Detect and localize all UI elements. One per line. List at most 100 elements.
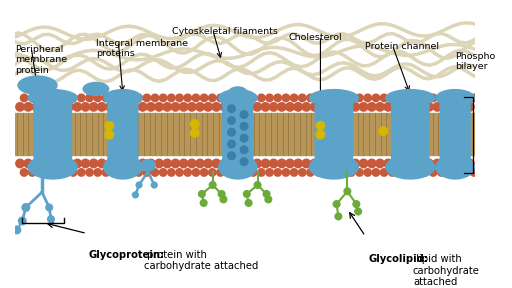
Circle shape (391, 102, 401, 112)
Circle shape (453, 168, 462, 177)
Circle shape (293, 158, 303, 168)
Circle shape (310, 158, 319, 168)
Circle shape (240, 134, 249, 143)
Circle shape (257, 93, 266, 102)
Circle shape (440, 158, 451, 168)
Circle shape (240, 110, 249, 119)
Circle shape (69, 93, 78, 102)
Text: Phospho
bilayer: Phospho bilayer (455, 52, 496, 71)
Circle shape (227, 104, 236, 113)
Circle shape (191, 93, 200, 102)
Circle shape (236, 102, 246, 112)
Circle shape (379, 93, 389, 102)
Circle shape (227, 139, 236, 149)
Circle shape (208, 181, 217, 189)
Circle shape (130, 102, 139, 112)
Circle shape (457, 158, 467, 168)
Circle shape (154, 158, 164, 168)
Circle shape (118, 168, 126, 177)
Circle shape (162, 102, 172, 112)
Ellipse shape (228, 86, 248, 99)
FancyBboxPatch shape (33, 95, 72, 166)
Circle shape (420, 168, 430, 177)
Ellipse shape (28, 89, 78, 107)
Circle shape (60, 168, 70, 177)
Circle shape (363, 93, 372, 102)
Circle shape (351, 102, 360, 112)
Circle shape (52, 93, 61, 102)
Circle shape (437, 93, 446, 102)
Circle shape (440, 102, 451, 112)
Circle shape (465, 102, 475, 112)
Circle shape (306, 168, 315, 177)
Circle shape (253, 181, 262, 189)
Circle shape (352, 200, 360, 208)
Circle shape (326, 158, 336, 168)
Circle shape (399, 158, 410, 168)
Circle shape (159, 168, 167, 177)
Circle shape (134, 168, 143, 177)
Circle shape (367, 158, 377, 168)
Text: Protein channel: Protein channel (366, 42, 439, 51)
Circle shape (331, 168, 339, 177)
Circle shape (323, 168, 331, 177)
Circle shape (80, 158, 91, 168)
Circle shape (118, 93, 126, 102)
Circle shape (240, 122, 249, 131)
Circle shape (257, 168, 266, 177)
Circle shape (261, 158, 270, 168)
Circle shape (244, 102, 254, 112)
Circle shape (265, 168, 274, 177)
Circle shape (154, 102, 164, 112)
Circle shape (416, 158, 426, 168)
Ellipse shape (385, 89, 435, 107)
Ellipse shape (140, 159, 156, 172)
Circle shape (354, 207, 362, 215)
Circle shape (138, 102, 147, 112)
Circle shape (151, 181, 158, 189)
Circle shape (449, 102, 459, 112)
Circle shape (359, 158, 369, 168)
Circle shape (437, 168, 446, 177)
Circle shape (31, 102, 41, 112)
Circle shape (28, 93, 37, 102)
Circle shape (378, 126, 388, 136)
Text: lipid with
carbohydrate
attached: lipid with carbohydrate attached (413, 254, 480, 287)
Circle shape (333, 200, 340, 208)
Ellipse shape (32, 159, 52, 175)
Circle shape (228, 158, 238, 168)
Circle shape (190, 119, 200, 129)
Circle shape (195, 158, 205, 168)
Circle shape (39, 102, 50, 112)
Circle shape (227, 128, 236, 137)
Circle shape (19, 93, 29, 102)
Circle shape (190, 128, 200, 138)
Circle shape (85, 93, 94, 102)
Circle shape (211, 102, 221, 112)
Circle shape (12, 226, 22, 234)
Circle shape (224, 93, 233, 102)
Circle shape (399, 102, 410, 112)
Circle shape (339, 168, 348, 177)
Circle shape (135, 181, 143, 189)
Circle shape (363, 168, 372, 177)
Circle shape (334, 158, 344, 168)
Circle shape (404, 93, 413, 102)
Circle shape (453, 93, 462, 102)
Circle shape (249, 168, 258, 177)
Circle shape (138, 158, 147, 168)
Circle shape (351, 158, 360, 168)
Circle shape (445, 93, 454, 102)
Circle shape (293, 102, 303, 112)
Circle shape (416, 102, 426, 112)
Circle shape (265, 93, 274, 102)
Text: Glycolipid:: Glycolipid: (368, 254, 428, 264)
Circle shape (379, 168, 389, 177)
Circle shape (314, 93, 323, 102)
Circle shape (48, 158, 58, 168)
Circle shape (101, 93, 111, 102)
Circle shape (306, 93, 315, 102)
Circle shape (104, 130, 114, 140)
Circle shape (243, 190, 251, 198)
Bar (15, 113, 475, 155)
